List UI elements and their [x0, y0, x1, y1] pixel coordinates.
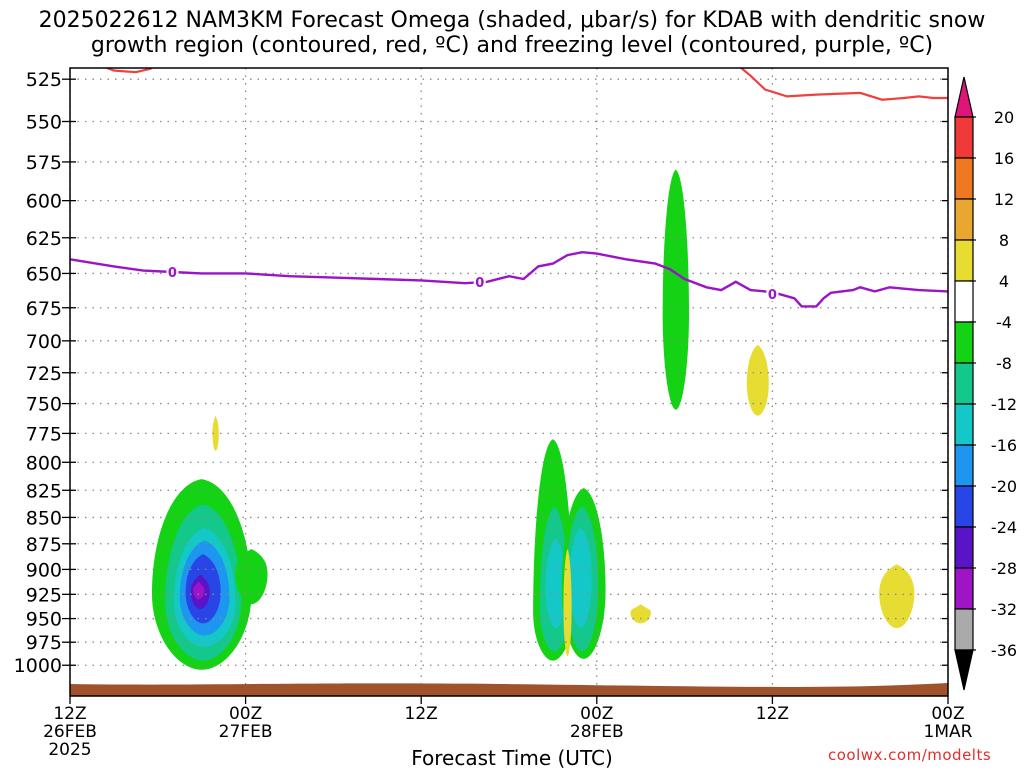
- sinking-motion-b: [563, 548, 572, 657]
- sinking-motion-d-level-0: [746, 344, 769, 416]
- credit-text: coolwx.com/modelts: [828, 746, 992, 764]
- y-tick-label: 975: [26, 632, 62, 654]
- sinking-motion-d: [746, 344, 769, 416]
- y-tick-label: 950: [26, 609, 62, 631]
- colorbar-tick-label: 4: [999, 272, 1009, 291]
- freezing-level-label: 0: [168, 266, 177, 281]
- y-tick-label: 775: [26, 423, 62, 445]
- colorbar-lower-arrow: [954, 649, 974, 691]
- x-tick-label: 12Z: [756, 704, 789, 724]
- x-tick-label: 26FEB: [43, 722, 97, 742]
- y-tick-label: 525: [26, 69, 62, 91]
- y-tick-label: 575: [26, 152, 62, 174]
- upward-motion-core-26feb-level-6: [193, 581, 205, 600]
- y-tick-label: 700: [26, 331, 62, 353]
- freezing-level-label: 0: [475, 276, 484, 291]
- x-tick-label: 12Z: [405, 704, 438, 724]
- colorbar-tick-label: 8: [999, 231, 1009, 250]
- x-tick-label: 2025: [48, 740, 91, 760]
- freezing-label-bg-2: [766, 286, 779, 302]
- plot-frame: [69, 67, 949, 697]
- colorbar-tick-label: 12: [994, 190, 1014, 209]
- colorbar-tick-label: 20: [994, 108, 1014, 127]
- upward-motion-side-lobe-27feb: [235, 548, 268, 605]
- chart-title-line1: 2025022612 NAM3KM Forecast Omega (shaded…: [38, 8, 986, 33]
- y-tick-label: 650: [26, 263, 62, 285]
- colorbar: 20 16 12 8 4 -4 -8 -12 -16 -20 -24 -28 -32 -36: [954, 76, 1017, 691]
- colorbar-bin: [954, 280, 974, 323]
- x-axis-title: Forecast Time (UTC): [411, 746, 613, 770]
- colorbar-bin: [954, 239, 974, 282]
- x-tick-label: 27FEB: [219, 722, 273, 742]
- colorbar-bin: [954, 608, 974, 651]
- sinking-motion-c-level-0: [630, 604, 651, 624]
- colorbar-bin: [954, 403, 974, 446]
- upward-motion-27feb-night-a-level-2: [545, 538, 567, 629]
- y-tick-label: 675: [26, 298, 62, 320]
- freezing-level-label: 0: [768, 288, 777, 303]
- colorbar-tick-label: -16: [991, 436, 1017, 455]
- axes: 525 550 575 600 625 650 675 700 725 750 775 800 825 8…: [14, 67, 973, 760]
- y-tick-label: 625: [26, 228, 62, 250]
- colorbar-bin: [954, 362, 974, 405]
- omega-shading: [151, 169, 915, 670]
- sinking-motion-e-level-0: [879, 564, 915, 629]
- x-tick-label: 00Z: [931, 704, 964, 724]
- x-tick-label: 00Z: [229, 704, 262, 724]
- y-tick-label: 600: [26, 191, 62, 213]
- colorbar-bin: [954, 321, 974, 364]
- colorbar-tick-label: -36: [991, 641, 1017, 660]
- chart-title-line2: growth region (contoured, red, ºC) and f…: [90, 33, 934, 58]
- x-tick-label: 28FEB: [570, 722, 624, 742]
- colorbar-bin: [954, 526, 974, 569]
- colorbar-tick-label: -24: [991, 518, 1017, 537]
- y-tick-label: 925: [26, 584, 62, 606]
- x-tick-label: 00Z: [580, 704, 613, 724]
- x-tick-label: 1MAR: [924, 722, 973, 742]
- y-tick-label: 725: [26, 363, 62, 385]
- upward-motion-28feb-column-level-0: [662, 169, 689, 410]
- colorbar-tick-label: -4: [996, 313, 1012, 332]
- upward-motion-core-26feb: [151, 479, 252, 670]
- sinking-motion-a-level-0: [212, 415, 219, 451]
- ground-terrain: [70, 683, 948, 696]
- colorbar-bin: [954, 116, 974, 159]
- colorbar-tick-label: -8: [996, 354, 1012, 373]
- colorbar-bin: [954, 444, 974, 487]
- colorbar-tick-label: -28: [991, 559, 1017, 578]
- colorbar-tick-label: 16: [994, 149, 1014, 168]
- colorbar-tick-label: -12: [991, 395, 1017, 414]
- freezing-label-bg-0: [166, 264, 179, 280]
- y-tick-label: 875: [26, 534, 62, 556]
- upward-motion-27feb-night-b: [561, 488, 606, 659]
- sinking-motion-a: [212, 415, 219, 451]
- sinking-motion-e: [879, 564, 915, 629]
- freezing-level-contour: [70, 250, 948, 308]
- upward-motion-27feb-night-a: [533, 439, 573, 661]
- colorbar-bin: [954, 485, 974, 528]
- colorbar-bin: [954, 198, 974, 241]
- freezing-label-bg-1: [473, 273, 486, 289]
- y-tick-label: 750: [26, 394, 62, 416]
- upward-motion-side-lobe-27feb-level-0: [235, 548, 268, 605]
- colorbar-bin: [954, 157, 974, 200]
- y-tick-label: 900: [26, 559, 62, 581]
- colorbar-bin: [954, 567, 974, 610]
- colorbar-tick-label: -32: [991, 600, 1017, 619]
- y-tick-label: 850: [26, 507, 62, 529]
- sinking-motion-c: [630, 604, 651, 624]
- sinking-motion-b-level-0: [563, 548, 572, 657]
- y-tick-label: 825: [26, 480, 62, 502]
- x-tick-label: 12Z: [53, 704, 86, 724]
- y-tick-label: 550: [26, 112, 62, 134]
- colorbar-upper-arrow: [954, 76, 974, 118]
- y-tick-label: 1000: [14, 655, 62, 677]
- dendritic-contour-1: [739, 68, 948, 101]
- colorbar-tick-label: -20: [991, 477, 1017, 496]
- upward-motion-28feb-column: [662, 169, 689, 410]
- y-tick-label: 800: [26, 452, 62, 474]
- upward-motion-27feb-night-b-level-2: [569, 528, 592, 629]
